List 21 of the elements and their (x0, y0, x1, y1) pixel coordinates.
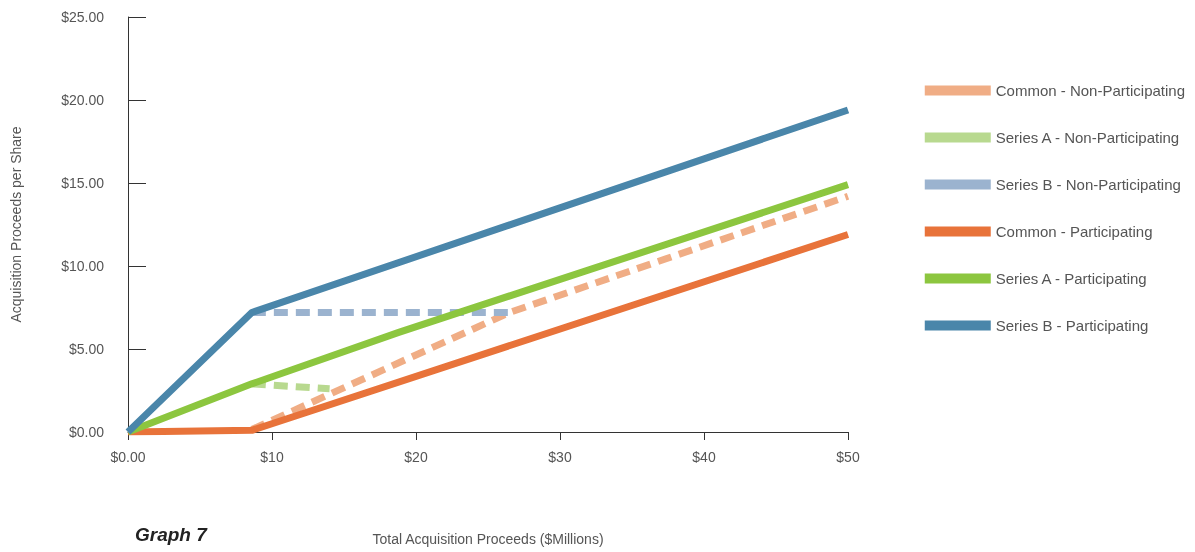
text: Graph 7 (135, 524, 209, 545)
y-tick-label: $15.00 (61, 175, 105, 191)
legend-label: Series B - Participating (995, 317, 1149, 334)
y-tick-label: $0.00 (68, 424, 105, 440)
legend-label: Common - Participating (995, 223, 1153, 240)
x-tick-label: $0.00 (110, 449, 146, 465)
x-axis-title: Total Acquisition Proceeds ($Millions) (372, 531, 604, 547)
legend-label: Common - Non-Participating (995, 82, 1186, 99)
y-tick-label: $25.00 (61, 9, 105, 25)
x-tick-label: $40 (692, 449, 716, 465)
x-tick-label: $50 (836, 449, 860, 465)
x-tick-label: $30 (548, 449, 572, 465)
legend-label: Series A - Non-Participating (995, 129, 1180, 146)
x-tick-label: $20 (404, 449, 428, 465)
y-tick-label: $10.00 (61, 258, 105, 274)
legend-label: Series A - Participating (995, 270, 1147, 287)
y-tick-label: $20.00 (61, 92, 105, 108)
legend-label: Series B - Non-Participating (995, 176, 1181, 193)
y-axis-title: Acquisition Proceeds per Share (8, 126, 24, 323)
y-tick-label: $5.00 (68, 341, 105, 357)
x-tick-label: $10 (260, 449, 284, 465)
